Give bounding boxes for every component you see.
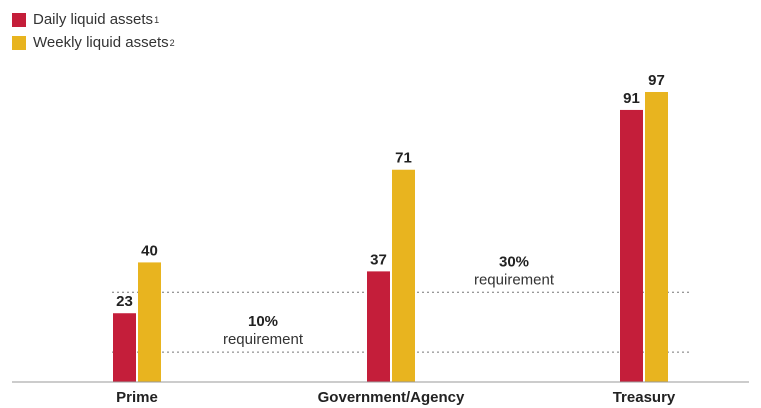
legend: Daily liquid assets 1 Weekly liquid asset… xyxy=(12,8,175,54)
reference-pct-label: 30% xyxy=(499,253,529,270)
legend-label-daily: Daily liquid assets xyxy=(33,11,154,28)
bar-value-label: 40 xyxy=(141,242,158,259)
bar-weekly-0 xyxy=(138,262,161,382)
legend-footnote-daily: 1 xyxy=(154,14,160,25)
bar-value-label: 97 xyxy=(648,72,665,89)
legend-swatch-weekly xyxy=(12,35,26,50)
category-label: Treasury xyxy=(613,389,676,406)
bar-daily-1 xyxy=(367,271,390,382)
bar-value-label: 37 xyxy=(370,251,387,268)
category-label: Government/Agency xyxy=(318,389,465,406)
bar-value-label: 71 xyxy=(395,150,412,167)
bar-weekly-2 xyxy=(645,92,668,382)
reference-sub-label: requirement xyxy=(223,331,304,348)
bar-value-label: 23 xyxy=(116,293,133,310)
legend-item-daily: Daily liquid assets 1 xyxy=(12,8,175,31)
category-label: Prime xyxy=(116,389,158,406)
legend-label-weekly: Weekly liquid assets xyxy=(33,34,169,51)
reference-pct-label: 10% xyxy=(248,313,278,330)
bar-daily-0 xyxy=(113,313,136,382)
reference-sub-label: requirement xyxy=(474,271,555,288)
legend-footnote-weekly: 2 xyxy=(169,37,175,48)
legend-item-weekly: Weekly liquid assets 2 xyxy=(12,31,175,54)
bar-weekly-1 xyxy=(392,169,415,382)
bar-daily-2 xyxy=(620,109,643,382)
legend-swatch-daily xyxy=(12,12,26,27)
bar-value-label: 91 xyxy=(623,90,640,107)
